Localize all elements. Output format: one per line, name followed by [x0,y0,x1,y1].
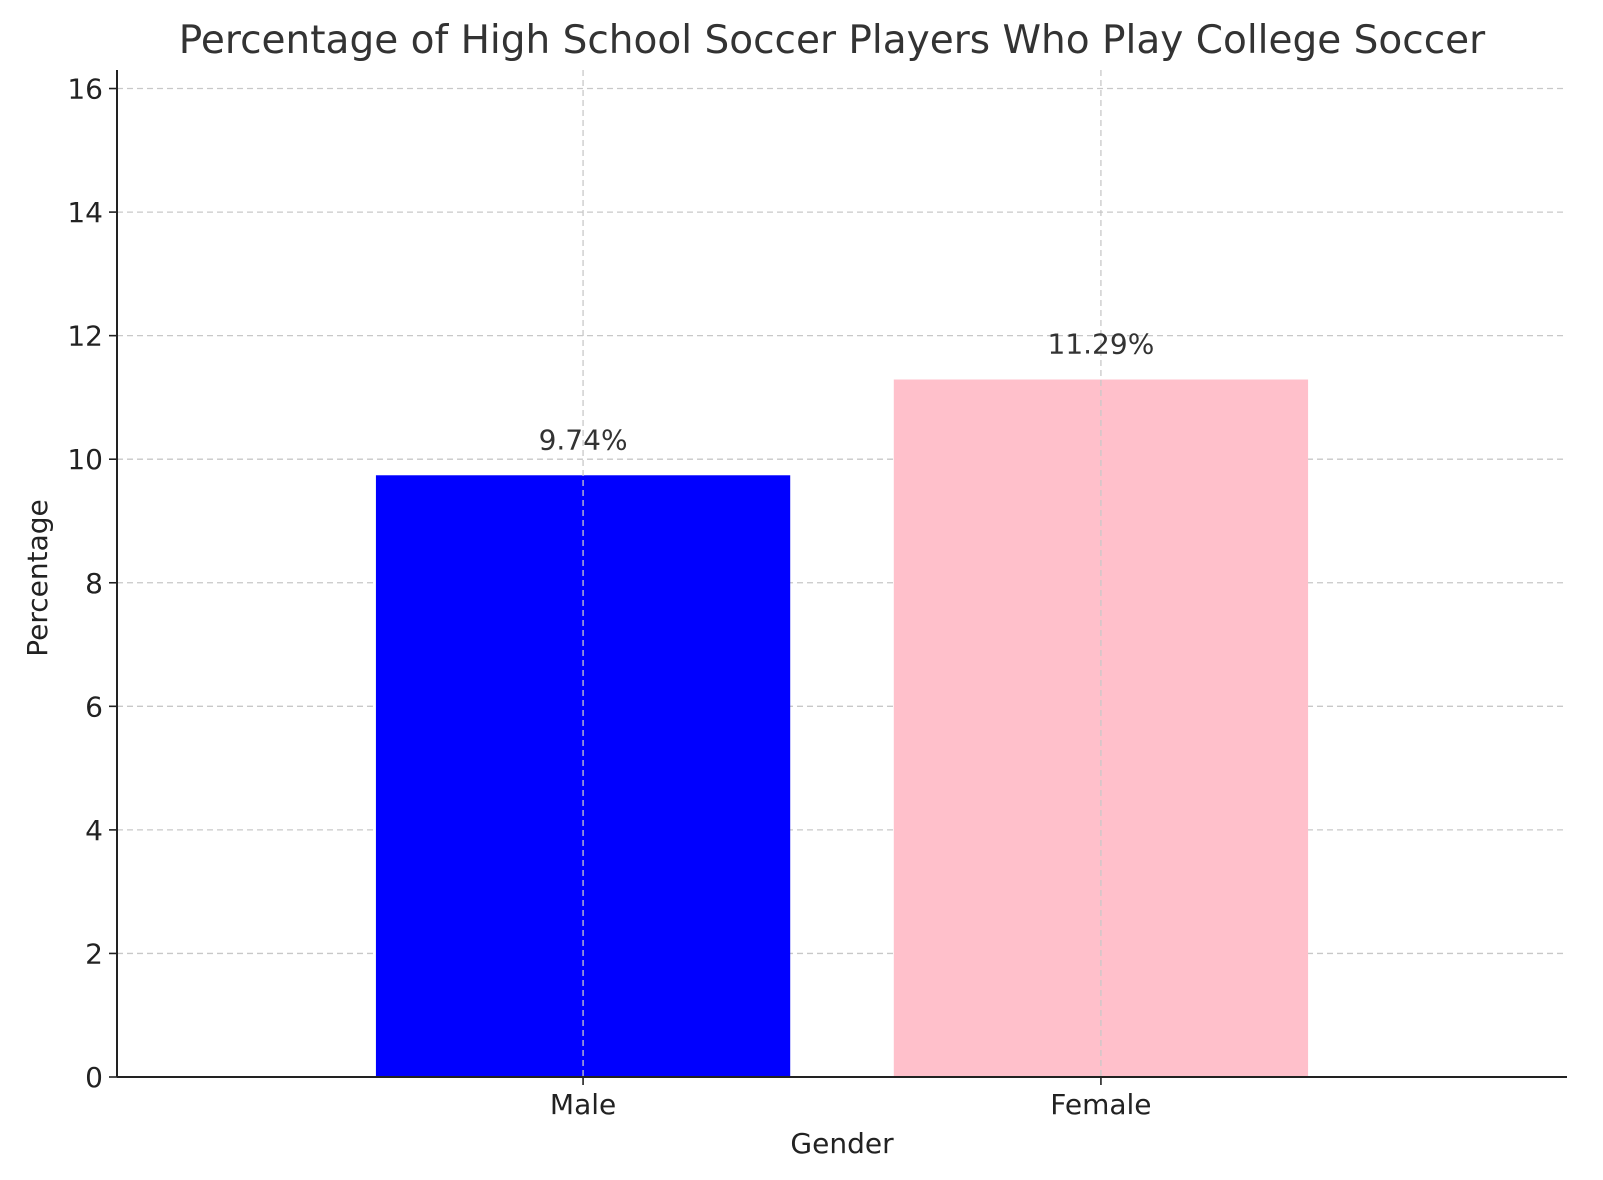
gridlines [117,87,1567,1078]
vertical-gridlines [582,70,1102,1077]
x-axis-label: Gender [790,1127,894,1160]
axes: 0 2 4 6 8 10 12 14 16 Male Female [67,70,1567,1121]
bars [375,379,1309,1077]
y-tick-label-14: 14 [67,196,103,229]
y-tick-label-8: 8 [85,567,103,600]
data-labels: 9.74% 11.29% [539,328,1155,457]
y-tick-label-16: 16 [67,73,103,106]
x-tick-label-female: Female [1050,1088,1151,1121]
chart-title: Percentage of High School Soccer Players… [179,18,1486,63]
y-tick-label-2: 2 [85,937,103,970]
data-label-female: 11.29% [1048,328,1155,361]
y-tick-label-12: 12 [67,320,103,353]
data-label-male: 9.74% [539,423,628,456]
y-tick-label-0: 0 [85,1061,103,1094]
y-axis-label: Percentage [21,499,54,657]
y-tick-label-6: 6 [85,690,103,723]
x-tick-label-male: Male [550,1088,616,1121]
y-tick-label-10: 10 [67,443,103,476]
y-tick-label-4: 4 [85,814,103,847]
